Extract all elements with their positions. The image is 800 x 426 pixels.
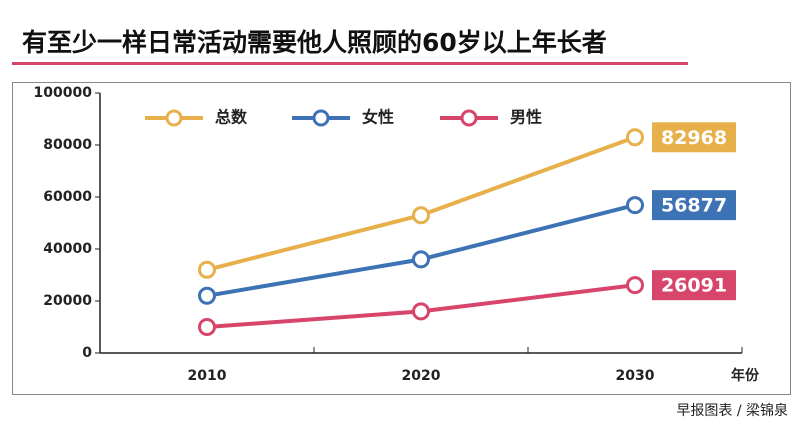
source: 早报图表 / 梁锦泉 xyxy=(676,402,788,419)
y-tick-label: 20000 xyxy=(43,293,92,309)
y-tick-label: 60000 xyxy=(43,189,92,205)
chart-title: 有至少一样日常活动需要他人照顾的60岁以上年长者 xyxy=(22,28,607,57)
title-underline xyxy=(12,62,688,65)
legend-label: 男性 xyxy=(510,108,542,127)
y-tick-label: 0 xyxy=(82,345,92,361)
legend-marker xyxy=(312,109,330,127)
point xyxy=(626,196,644,215)
legend-label: 女性 xyxy=(362,108,394,127)
point xyxy=(198,260,216,279)
value-label-box xyxy=(652,190,736,221)
legend-marker xyxy=(165,109,183,127)
y-tick-label: 100000 xyxy=(34,85,93,101)
frame xyxy=(12,82,791,395)
y-tick-label: 40000 xyxy=(43,241,92,257)
value-label-box xyxy=(652,270,736,301)
legend-label: 总数 xyxy=(215,108,248,127)
point xyxy=(198,318,216,336)
x-tick-label: 2020 xyxy=(402,368,441,384)
series-line xyxy=(206,135,636,272)
x-tick-label: 2010 xyxy=(188,368,227,384)
value-label: 56877 xyxy=(661,195,727,217)
point xyxy=(412,206,430,225)
point xyxy=(198,286,216,305)
legend-marker xyxy=(460,109,478,127)
value-label: 26091 xyxy=(661,275,727,297)
value-label: 82968 xyxy=(661,127,727,149)
point xyxy=(626,128,644,147)
value-label-box xyxy=(652,122,736,153)
point xyxy=(412,302,430,321)
x-tick-label: 2030 xyxy=(616,368,655,384)
point xyxy=(412,250,430,269)
y-tick-label: 80000 xyxy=(43,137,92,153)
x-axis-label: 年份 xyxy=(731,367,760,384)
point xyxy=(626,276,644,295)
